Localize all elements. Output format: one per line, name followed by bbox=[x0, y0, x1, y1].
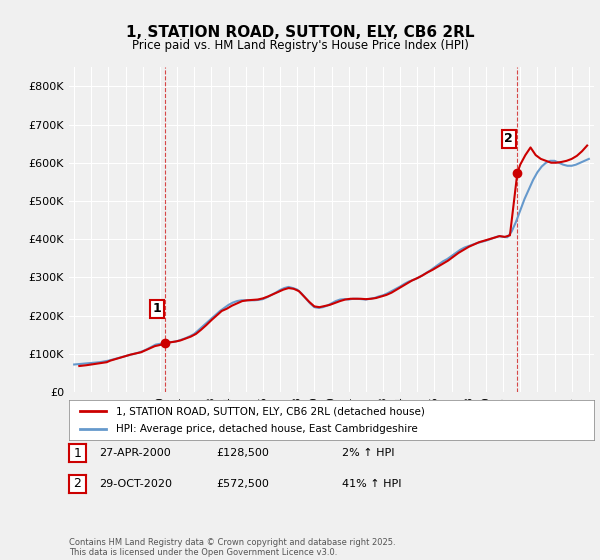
Text: 1, STATION ROAD, SUTTON, ELY, CB6 2RL (detached house): 1, STATION ROAD, SUTTON, ELY, CB6 2RL (d… bbox=[116, 407, 425, 417]
Text: £128,500: £128,500 bbox=[216, 448, 269, 458]
Text: 29-OCT-2020: 29-OCT-2020 bbox=[99, 479, 172, 489]
Text: Contains HM Land Registry data © Crown copyright and database right 2025.
This d: Contains HM Land Registry data © Crown c… bbox=[69, 538, 395, 557]
Text: 1: 1 bbox=[152, 302, 161, 315]
Text: £572,500: £572,500 bbox=[216, 479, 269, 489]
Text: 27-APR-2000: 27-APR-2000 bbox=[99, 448, 171, 458]
Text: 2% ↑ HPI: 2% ↑ HPI bbox=[342, 448, 395, 458]
Text: 1: 1 bbox=[73, 446, 82, 460]
Text: 2: 2 bbox=[505, 132, 513, 146]
Text: Price paid vs. HM Land Registry's House Price Index (HPI): Price paid vs. HM Land Registry's House … bbox=[131, 39, 469, 52]
Text: HPI: Average price, detached house, East Cambridgeshire: HPI: Average price, detached house, East… bbox=[116, 423, 418, 433]
Text: 1, STATION ROAD, SUTTON, ELY, CB6 2RL: 1, STATION ROAD, SUTTON, ELY, CB6 2RL bbox=[126, 25, 474, 40]
Text: 41% ↑ HPI: 41% ↑ HPI bbox=[342, 479, 401, 489]
Text: 2: 2 bbox=[73, 477, 82, 491]
